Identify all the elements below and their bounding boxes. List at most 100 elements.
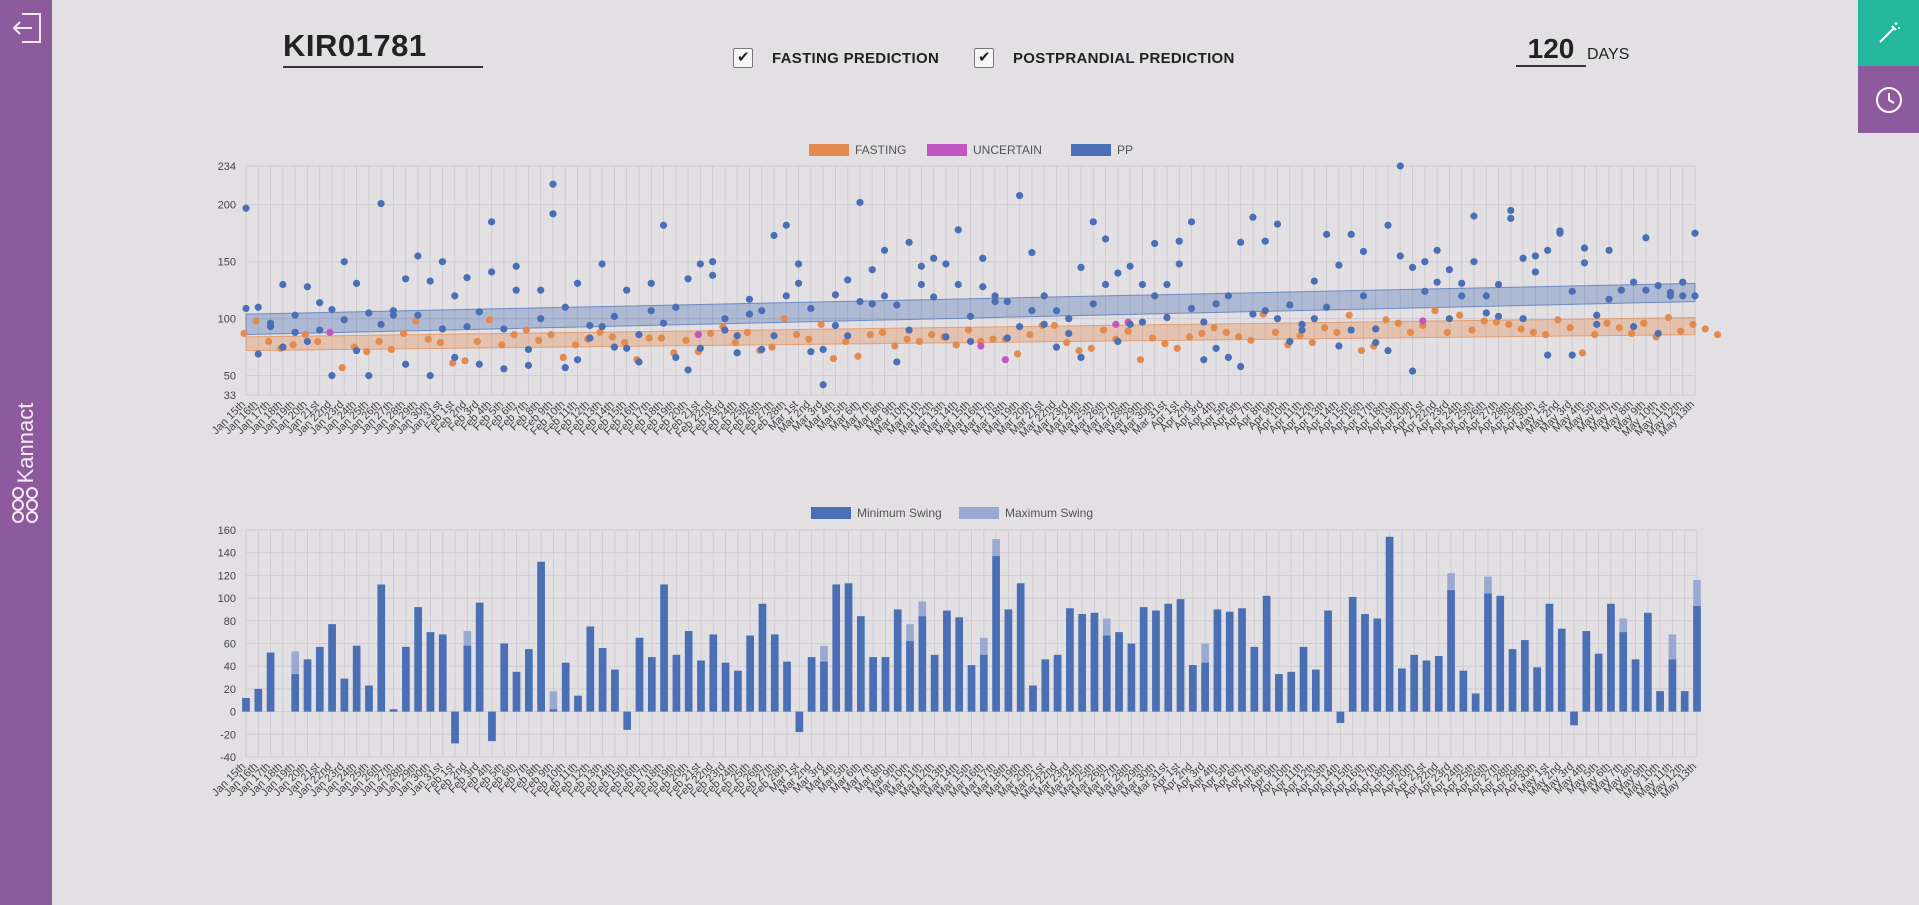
- fasting-point: [1149, 334, 1157, 342]
- pp-point: [537, 315, 545, 323]
- min-swing-bar: [1262, 595, 1271, 712]
- exit-icon[interactable]: [8, 10, 44, 46]
- min-swing-bar: [1422, 660, 1431, 712]
- min-swing-bar: [611, 669, 619, 712]
- y-tick-label: 33: [224, 390, 236, 402]
- fasting-point: [1603, 319, 1611, 327]
- fasting-point: [792, 331, 801, 339]
- uncertain-point: [1112, 320, 1120, 328]
- pp-point: [266, 319, 275, 327]
- min-swing-bar: [1582, 631, 1591, 712]
- patient-id[interactable]: KIR01781: [283, 28, 483, 68]
- pp-point: [303, 283, 311, 291]
- pp-point: [1347, 326, 1355, 334]
- pp-point: [524, 361, 533, 369]
- min-swing-bar: [352, 645, 361, 712]
- pp-point: [1114, 269, 1122, 277]
- min-swing-bar: [1164, 603, 1173, 712]
- min-swing-bar: [512, 671, 521, 712]
- pp-point: [930, 293, 938, 301]
- min-swing-bar: [291, 674, 299, 712]
- pp-point: [279, 280, 287, 289]
- pp-point: [1298, 320, 1306, 328]
- pp-point: [794, 260, 803, 268]
- right-toolbar: [1858, 0, 1919, 133]
- min-swing-bar: [832, 584, 841, 712]
- pp-point: [402, 275, 410, 283]
- min-swing-bar: [1029, 685, 1037, 712]
- pp-point: [402, 360, 410, 368]
- fasting-point: [780, 315, 788, 323]
- pp-point: [340, 258, 348, 266]
- pp-point: [254, 350, 262, 358]
- pp-point: [500, 325, 508, 333]
- pp-point: [414, 311, 422, 319]
- pp-point: [1273, 315, 1282, 323]
- pp-point: [1224, 353, 1232, 362]
- uncertain-point: [977, 342, 985, 350]
- min-swing-bar: [795, 711, 804, 733]
- min-swing-bar: [1287, 671, 1296, 712]
- min-swing-bar: [930, 654, 939, 712]
- pp-point: [586, 334, 594, 342]
- min-swing-bar: [1127, 643, 1136, 712]
- pp-point: [598, 260, 606, 268]
- min-swing-bar: [1324, 610, 1332, 712]
- min-swing-bar: [451, 711, 459, 744]
- fasting-point: [252, 317, 260, 325]
- fasting-prediction-checkbox[interactable]: ✔: [733, 48, 753, 68]
- fasting-point: [1677, 327, 1685, 335]
- postprandial-prediction-checkbox[interactable]: ✔: [974, 48, 994, 68]
- pp-point: [1494, 280, 1503, 289]
- days-input[interactable]: 120: [1516, 33, 1586, 67]
- clock-icon[interactable]: [1858, 66, 1919, 133]
- fasting-point: [878, 328, 887, 336]
- pp-point: [279, 343, 287, 351]
- fasting-point: [412, 317, 420, 325]
- min-swing-bar: [943, 610, 951, 712]
- min-swing-bar: [734, 670, 742, 712]
- min-swing-bar: [881, 657, 890, 712]
- fasting-point: [682, 336, 690, 344]
- pp-point: [1642, 234, 1650, 242]
- min-swing-bar: [1090, 612, 1099, 712]
- fasting-point: [1222, 328, 1230, 336]
- pp-point: [1028, 307, 1036, 315]
- pp-point: [1507, 206, 1515, 215]
- pp-point: [782, 221, 790, 229]
- min-swing-bar: [315, 646, 324, 712]
- fasting-point: [1689, 320, 1697, 328]
- y-tick-label: 20: [224, 684, 236, 696]
- uncertain-point: [1001, 356, 1009, 364]
- pp-point: [475, 360, 483, 368]
- fasting-point: [375, 337, 383, 346]
- min-swing-bar: [1078, 613, 1086, 712]
- pp-point: [758, 345, 766, 354]
- fasting-point: [424, 335, 432, 343]
- pp-point: [1175, 237, 1183, 245]
- pp-point: [512, 286, 520, 294]
- pp-point: [1458, 292, 1466, 300]
- fasting-point: [1198, 329, 1206, 338]
- pp-point: [1261, 307, 1269, 315]
- pp-point: [573, 356, 582, 364]
- pp-point: [709, 271, 717, 279]
- fasting-point: [829, 354, 838, 363]
- pp-point: [696, 260, 704, 268]
- pp-point: [991, 292, 999, 300]
- pp-point: [1052, 307, 1061, 315]
- fasting-point: [1554, 316, 1562, 324]
- pp-point: [316, 326, 324, 334]
- fasting-point: [657, 334, 666, 342]
- edit-wand-icon[interactable]: [1858, 0, 1919, 66]
- min-swing-bar: [918, 616, 927, 712]
- pp-point: [1138, 318, 1147, 326]
- min-swing-bar: [377, 584, 386, 712]
- pp-point: [340, 316, 348, 324]
- pp-point: [623, 344, 631, 352]
- pp-point: [1261, 237, 1269, 245]
- min-swing-bar: [906, 641, 914, 712]
- pp-point: [303, 337, 311, 346]
- min-swing-bar: [820, 661, 828, 712]
